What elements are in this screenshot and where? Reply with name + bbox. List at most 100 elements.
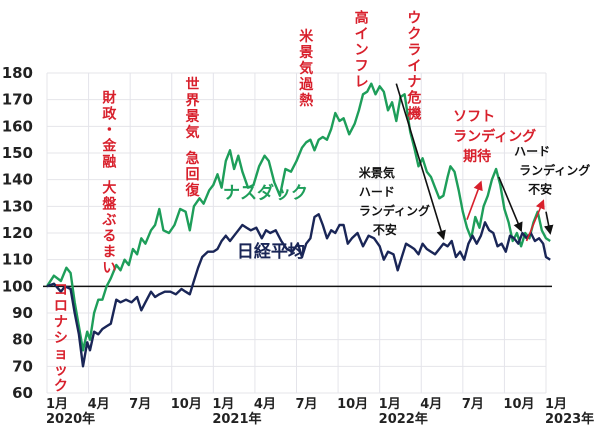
svg-text:世: 世 [186,76,200,93]
svg-text:シ: シ [54,330,68,346]
svg-text:金: 金 [101,137,117,154]
x-tick-label: 10月 [337,397,368,412]
svg-text:気: 気 [299,60,313,77]
y-tick-label: 160 [2,117,33,135]
svg-text:る: る [102,228,116,244]
nikkei-line [46,213,551,368]
svg-text:米景気: 米景気 [359,165,395,180]
svg-text:期待: 期待 [463,148,491,165]
svg-text:熱: 熱 [299,92,313,109]
y-tick-label: 60 [12,384,33,402]
y-axis-ticks: 60 70 80 90 100 110 120 130 140 150 160 170 180 [2,64,33,402]
x-tick-label: 1月 [46,397,68,412]
svg-text:ランディング: ランディング [519,163,590,178]
svg-text:過: 過 [298,77,314,93]
svg-text:ハード: ハード [514,145,550,159]
svg-text:ロ: ロ [54,298,68,314]
x-tick-label: 4月 [88,397,110,412]
svg-text:ハード: ハード [359,185,395,199]
y-tick-label: 140 [2,171,33,189]
y-tick-label: 120 [2,224,33,242]
x-year-label: 2021年 [212,411,261,426]
x-year-label: 2022年 [379,411,428,426]
svg-text:米: 米 [299,28,314,45]
arrow-icon [543,211,554,235]
svg-text:ナ: ナ [407,74,421,90]
annotations: コロナショック財政・金融大盤ぶるまい世界景気急回復米景気過熱高インフレウクライナ… [54,9,590,394]
arrow-icon [525,199,545,242]
x-tick-label: 7月 [296,397,318,412]
svg-text:ク: ク [54,378,68,394]
svg-text:い: い [102,260,116,276]
svg-text:気: 気 [186,124,200,141]
svg-text:ナ: ナ [54,314,68,330]
svg-text:不安: 不安 [528,182,552,197]
svg-text:大: 大 [102,179,116,196]
svg-text:急: 急 [186,150,200,167]
svg-text:不安: 不安 [373,222,397,237]
x-tick-label: 1月 [379,397,401,412]
svg-text:ッ: ッ [54,362,68,378]
y-tick-label: 180 [2,64,33,82]
svg-text:・: ・ [102,122,116,138]
svg-text:景: 景 [299,45,313,61]
arrow-icon [466,180,483,220]
svg-text:政: 政 [102,105,117,122]
svg-text:盤: 盤 [102,195,117,212]
svg-text:ン: ン [355,42,369,58]
svg-text:ク: ク [407,26,421,42]
y-tick-label: 130 [2,197,33,215]
y-tick-label: 70 [12,357,33,375]
svg-text:ま: ま [102,244,116,260]
svg-text:界: 界 [186,93,201,109]
x-tick-label: 10月 [503,397,534,412]
annotation-arrows [395,83,554,242]
svg-text:景: 景 [186,109,200,125]
svg-text:回: 回 [186,167,200,183]
svg-text:ランディング: ランディング [359,203,430,218]
series-lines [45,82,551,368]
arrow-icon [498,176,523,233]
y-tick-label: 110 [2,251,33,269]
svg-text:フ: フ [355,58,369,74]
y-tick-label: 100 [2,277,33,295]
x-tick-label: 10月 [171,397,202,412]
svg-text:イ: イ [355,26,369,42]
svg-text:機: 機 [407,105,421,122]
nikkei-label: 日経平均 [237,241,305,262]
x-year-label: 2020年 [46,411,95,426]
y-tick-label: 150 [2,144,33,162]
y-tick-label: 170 [2,91,33,109]
svg-text:ソフト: ソフト [453,109,495,125]
svg-text:財: 財 [101,89,116,106]
svg-text:復: 復 [185,182,201,199]
svg-text:イ: イ [407,58,421,74]
x-tick-label: 4月 [254,397,276,412]
x-tick-label: 1月 [545,397,567,412]
svg-text:レ: レ [355,74,369,90]
x-tick-label: 7月 [129,397,151,412]
y-tick-label: 90 [12,304,33,322]
x-year-label: 2023年 [545,411,594,426]
svg-text:ぶ: ぶ [101,212,116,228]
svg-text:コ: コ [54,282,68,298]
svg-text:ョ: ョ [54,346,68,362]
svg-text:ラ: ラ [407,42,421,58]
nasdaq-label: ナスダック [223,182,308,203]
x-tick-label: 4月 [420,397,442,412]
y-tick-label: 80 [12,331,33,349]
svg-text:ランディング: ランディング [453,128,536,145]
arrow-icon [395,83,446,241]
svg-text:高: 高 [355,9,369,26]
x-tick-label: 1月 [212,397,234,412]
